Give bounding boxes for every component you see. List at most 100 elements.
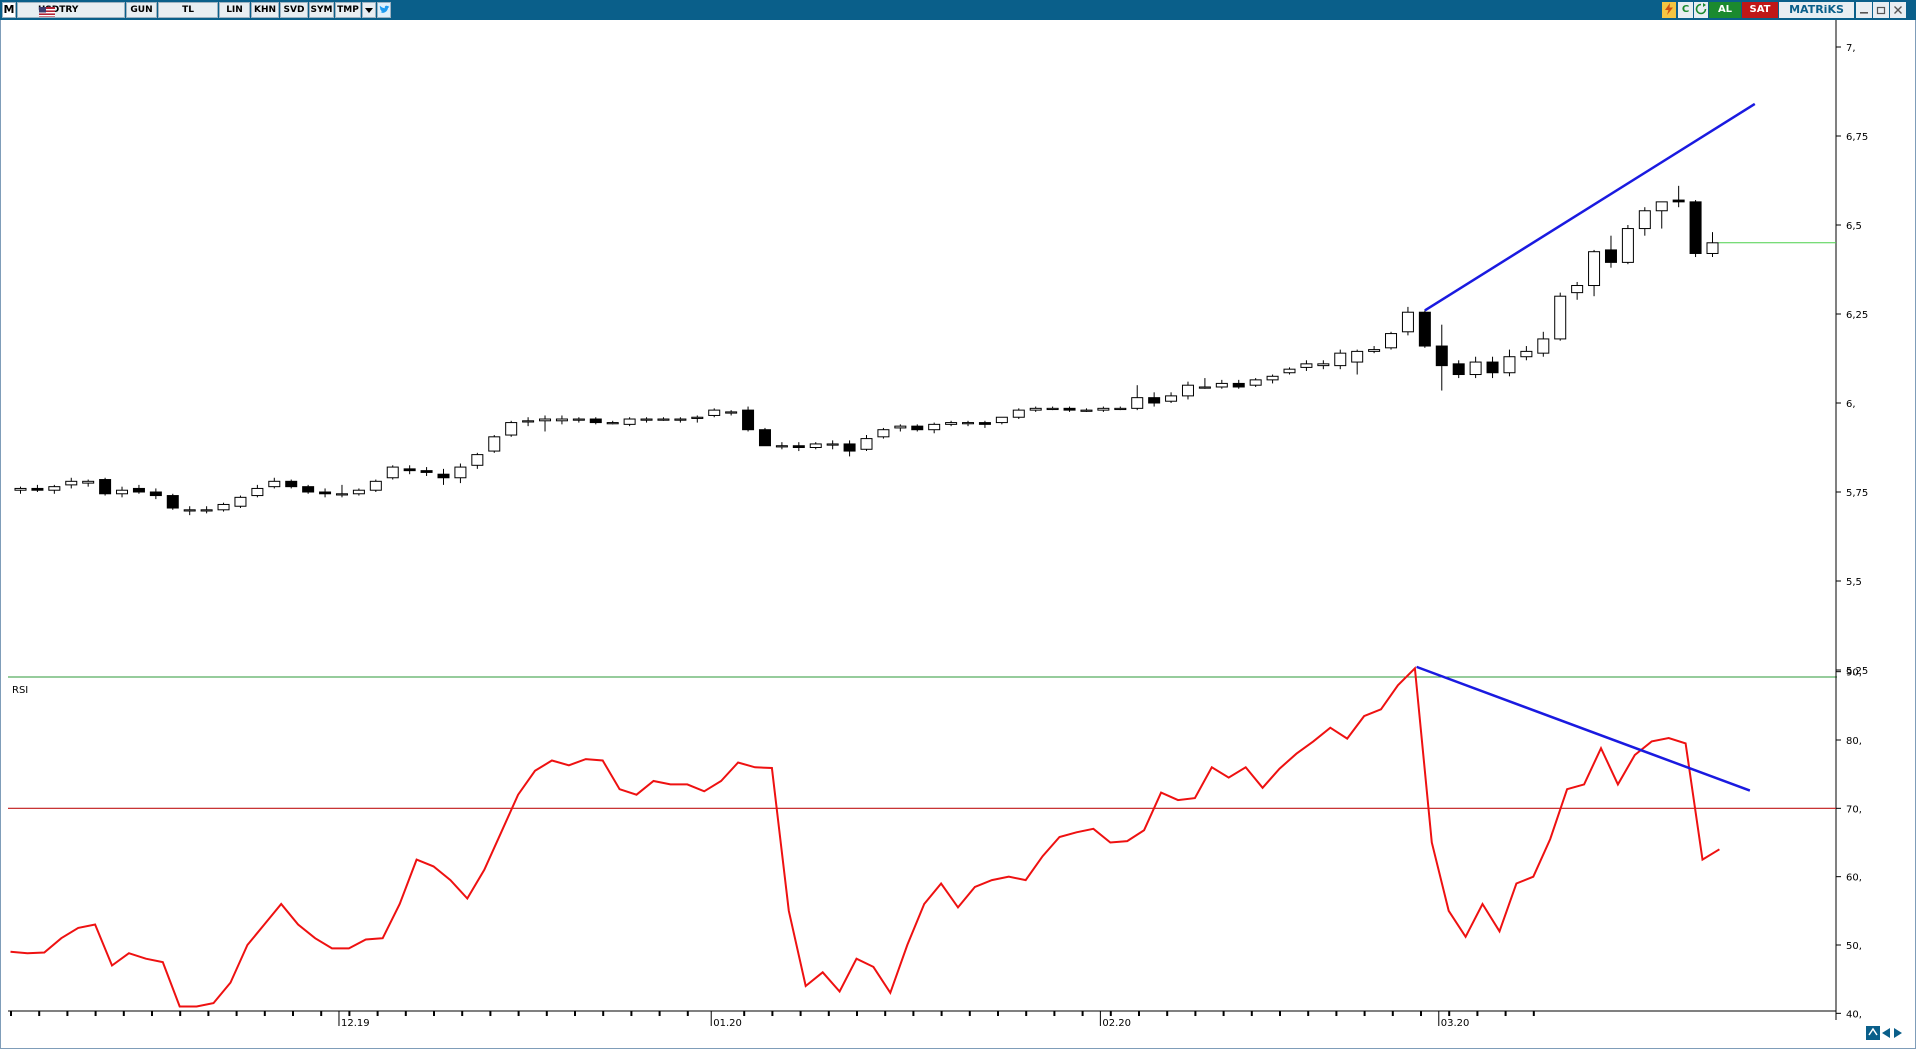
candle [454, 463, 467, 484]
candle [319, 488, 332, 498]
restore-icon[interactable] [1873, 2, 1889, 18]
candle-body [1706, 242, 1719, 254]
candle-body [1334, 352, 1347, 367]
candle [962, 420, 975, 427]
price-tick-label: 5,5 [1846, 577, 1862, 588]
candle [1029, 406, 1042, 412]
candle-body [1655, 201, 1668, 212]
rsi-tick-label: 90, [1846, 668, 1862, 679]
candle [1198, 378, 1211, 389]
settings-icon[interactable] [1866, 1026, 1880, 1040]
candle [488, 435, 501, 453]
candle [1452, 360, 1465, 379]
candle-body [691, 416, 704, 419]
candle-body [1604, 249, 1617, 263]
candle [1385, 331, 1398, 350]
candle [911, 424, 924, 432]
candle [48, 484, 61, 494]
candle [843, 440, 856, 457]
scroll-left-icon[interactable] [1882, 1028, 1890, 1038]
candle-body [1588, 251, 1601, 287]
candle [1131, 385, 1144, 411]
currency-button-tl[interactable]: TL [158, 2, 218, 18]
candle-body [437, 473, 450, 479]
candle [1621, 225, 1634, 265]
refresh-icon[interactable] [1694, 2, 1708, 18]
candle [183, 506, 196, 516]
candle [1672, 185, 1685, 208]
sell-button[interactable]: SAT [1742, 2, 1778, 18]
candle-body [522, 420, 535, 423]
chart-area[interactable]: 5,25 5,5 5,75 6, 6,25 6,5 6,75 7, RSI 40, 50, 60,… [0, 20, 1916, 1049]
candle-body [302, 486, 315, 493]
rsi-panel-label: RSI [12, 685, 28, 696]
button-tmp[interactable]: TMP [335, 2, 361, 18]
candle-body [945, 422, 958, 425]
candle [420, 467, 433, 476]
candle-body [251, 487, 264, 497]
minimize-icon[interactable] [1856, 2, 1872, 18]
button-khn[interactable]: KHN [251, 2, 279, 18]
candle [505, 420, 518, 437]
period-button-gun[interactable]: GUN [126, 2, 157, 18]
candle [369, 479, 382, 492]
candle [708, 408, 721, 418]
candle-body [1300, 363, 1313, 368]
candle [792, 442, 805, 452]
candle-body [809, 443, 822, 449]
close-icon[interactable] [1890, 2, 1906, 18]
candle [285, 479, 298, 489]
candle [1638, 207, 1651, 236]
button-svd[interactable]: SVD [280, 2, 308, 18]
candle-body [911, 425, 924, 431]
candle-body [1283, 368, 1296, 374]
candle [1317, 360, 1330, 370]
buy-button[interactable]: AL [1709, 2, 1741, 18]
candle-body [1198, 386, 1211, 389]
lightning-icon[interactable] [1662, 2, 1676, 18]
scale-button-lin[interactable]: LIN [219, 2, 250, 18]
candle [31, 484, 44, 492]
scroll-right-icon[interactable] [1894, 1028, 1902, 1038]
symbol-selector[interactable]: USDTRY [17, 2, 125, 18]
candle [606, 420, 619, 425]
rsi-tick-label: 60, [1846, 873, 1862, 884]
price-tick-label: 6,5 [1846, 221, 1862, 232]
candle [1012, 408, 1025, 420]
rsi-tick-label: 80, [1846, 736, 1862, 747]
candle [65, 477, 78, 489]
candle-body [1672, 199, 1685, 203]
candle [1469, 356, 1482, 379]
candle-body [183, 509, 196, 512]
candle-body [1385, 333, 1398, 349]
candle [877, 427, 890, 439]
candle-body [1165, 395, 1178, 402]
candle-body [1080, 409, 1093, 412]
candle-body [1097, 407, 1110, 411]
candle-body [99, 479, 112, 495]
candle [1232, 379, 1245, 389]
rsi-trendline [1416, 665, 1751, 792]
candle-body [1012, 409, 1025, 418]
candle-body [1418, 311, 1431, 347]
candle-body [1181, 384, 1194, 397]
candle-body [1537, 338, 1550, 354]
candle-body [505, 422, 518, 436]
candle-body [149, 491, 162, 497]
c-button[interactable]: C [1678, 2, 1693, 18]
twitter-bird-icon[interactable] [377, 2, 391, 18]
menu-button[interactable]: M [2, 2, 16, 18]
candle-body [166, 495, 179, 509]
candle-body [82, 480, 95, 484]
candle [82, 479, 95, 487]
candle [1334, 349, 1347, 370]
candle-body [1689, 201, 1702, 254]
candle-body [1435, 345, 1448, 367]
dropdown-arrow-icon[interactable] [362, 2, 376, 18]
candle [1097, 406, 1110, 412]
candle-body [995, 416, 1008, 424]
button-sym[interactable]: SYM [309, 2, 334, 18]
candle-body [319, 491, 332, 495]
candle-body [962, 422, 975, 425]
